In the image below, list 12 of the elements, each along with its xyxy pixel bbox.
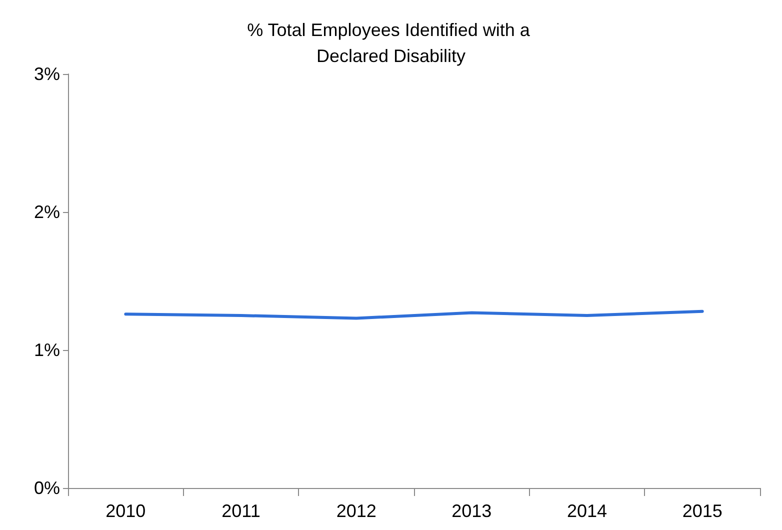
y-tick-label: 2%	[34, 202, 60, 222]
x-tick-label: 2014	[566, 501, 608, 521]
x-tick-label: 2010	[106, 501, 146, 521]
y-tick-label: 3%	[34, 64, 60, 84]
line-series	[124, 310, 704, 320]
y-tick-label: 0%	[34, 478, 60, 498]
x-tick-label: 2013	[452, 501, 492, 521]
x-tick-label: 2012	[336, 501, 376, 521]
chart-title: % Total Employees Identified with a Declared Disability	[247, 20, 535, 66]
x-tick-label: 2011	[222, 501, 260, 521]
x-tick-label: 2015	[682, 501, 722, 521]
y-tick-label: 1%	[34, 340, 60, 360]
